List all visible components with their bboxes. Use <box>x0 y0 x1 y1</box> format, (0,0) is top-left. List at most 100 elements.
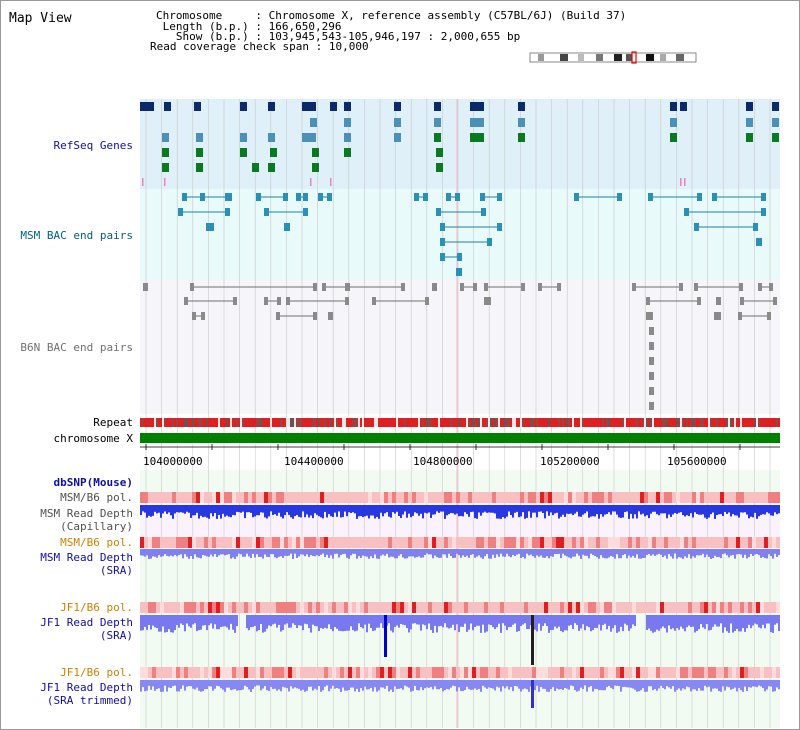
gene-feature <box>394 102 401 111</box>
msm-bac-end <box>697 193 702 201</box>
msm-sra-depth-bar <box>342 549 344 555</box>
jf1-sra-depth-bar <box>514 615 516 624</box>
msm-sra-depth-bar <box>568 549 570 558</box>
jf1-trim-depth-bar <box>580 680 582 688</box>
msm-sra-depth-bar <box>178 549 180 556</box>
jf1-b6-pol-cell <box>164 602 168 613</box>
msm-cap-depth-bar <box>146 505 148 518</box>
msm-sra-depth-bar <box>276 549 278 559</box>
b6n-bac-end <box>767 312 771 320</box>
msm-b6-pol-cell <box>688 492 692 503</box>
msm-cap-depth-bar <box>224 505 226 517</box>
jf1-trim-depth-bar <box>418 680 420 691</box>
jf1-trim-depth-bar <box>310 680 312 687</box>
msm-cap-depth-bar <box>752 505 754 518</box>
msm-b6-pol-cell <box>552 492 556 503</box>
msm-cap-depth-bar <box>754 505 756 513</box>
jf1-sra-depth-bar <box>736 615 738 629</box>
jf1-sra-depth-bar <box>686 615 688 628</box>
jf1-trim-depth-bar <box>716 680 718 689</box>
msm-b6-pol-cell <box>460 492 464 503</box>
msm-sra-depth-bar <box>628 549 630 556</box>
repeat-element <box>438 418 440 427</box>
msm-cap-depth-bar <box>368 505 370 519</box>
msm-sra-depth-bar <box>204 549 206 556</box>
jf1-sra-depth-bar <box>570 615 572 625</box>
msm-sra-depth-bar <box>156 549 158 558</box>
jf1-sra-depth-bar <box>688 615 690 626</box>
jf1-sra-depth-bar <box>666 615 668 633</box>
msm-b6-pol-cell <box>560 537 564 548</box>
track-label-refseq[interactable]: RefSeq Genes <box>53 139 133 152</box>
msm-cap-depth-bar <box>442 505 444 512</box>
jf1-b6-pol-cell <box>456 667 460 678</box>
jf1-sra-depth-bar <box>396 615 398 626</box>
jf1-b6-pol-cell <box>372 602 376 613</box>
jf1-trim-depth-bar <box>702 680 704 691</box>
msm-cap-depth-bar <box>256 505 258 516</box>
msm-sra-depth-bar <box>328 549 330 558</box>
jf1-trim-depth-bar <box>204 680 206 690</box>
repeat-element <box>524 418 526 427</box>
jf1-b6-pol-cell <box>640 602 644 613</box>
jf1-b6-pol-cell <box>512 602 516 613</box>
jf1-sra-depth-bar <box>188 615 190 627</box>
repeat-element <box>586 418 588 427</box>
msm-bac-end <box>303 193 308 201</box>
msm-b6-pol-cell <box>776 537 780 548</box>
msm-sra-depth-bar <box>194 549 196 555</box>
jf1-b6-pol-cell <box>464 667 468 678</box>
msm-bac-end <box>225 193 230 201</box>
gene-feature <box>518 118 525 127</box>
repeat-element <box>232 418 234 427</box>
msm-b6-pol-cell <box>388 537 392 548</box>
msm-sra-depth-bar <box>636 549 638 555</box>
jf1-b6-pol-cell <box>260 602 264 613</box>
jf1-sra-depth-bar <box>406 615 408 629</box>
jf1-trim-depth-bar <box>756 680 758 688</box>
jf1-b6-pol-cell <box>304 667 308 678</box>
repeat-element <box>494 418 496 427</box>
track-label-msm-bac[interactable]: MSM BAC end pairs <box>20 229 133 242</box>
msm-sra-depth-bar <box>248 549 250 557</box>
msm-b6-pol-cell <box>480 492 484 503</box>
jf1-b6-pol-cell <box>776 667 780 678</box>
msm-b6-pol-cell <box>376 492 380 503</box>
repeat-element <box>358 418 360 427</box>
msm-b6-pol-cell <box>156 537 160 548</box>
repeat-element <box>176 418 178 427</box>
msm-sra-depth-bar <box>250 549 252 558</box>
jf1-b6-pol-cell <box>764 667 768 678</box>
msm-b6-pol-cell <box>728 492 732 503</box>
msm-b6-pol-cell <box>716 492 720 503</box>
repeat-element <box>148 418 150 427</box>
jf1-sra-depth-bar <box>402 615 404 625</box>
msm-cap-depth-bar <box>386 505 388 513</box>
jf1-sra-depth-bar <box>526 615 528 630</box>
jf1-sra-depth-bar <box>762 615 764 625</box>
msm-b6-pol-cell <box>468 492 472 503</box>
jf1-trim-depth-bar <box>622 680 624 687</box>
msm-bac-end <box>487 238 492 246</box>
msm-b6-pol-cell <box>272 492 276 503</box>
msm-b6-pol-cell <box>504 492 508 503</box>
msm-cap-depth-bar <box>488 505 490 513</box>
msm-cap-depth-bar <box>404 505 406 512</box>
msm-sra-depth-bar <box>510 549 512 558</box>
track-label-b6n-bac[interactable]: B6N BAC end pairs <box>20 341 133 354</box>
jf1-b6-pol-cell <box>332 602 336 613</box>
jf1-trim-depth-bar <box>494 680 496 691</box>
jf1-trim-depth-bar <box>354 680 356 692</box>
track-label-dbsnp[interactable]: dbSNP(Mouse) <box>53 476 133 489</box>
jf1-sra-depth-bar <box>200 615 202 630</box>
msm-b6-pol-cell <box>688 537 692 548</box>
jf1-trim-depth-bar <box>360 680 362 689</box>
jf1-sra-depth-bar <box>416 615 418 625</box>
jf1-sra-depth-bar <box>266 615 268 629</box>
jf1-sra-depth-bar <box>452 615 454 625</box>
jf1-trim-depth-bar <box>746 680 748 692</box>
jf1-trim-depth-bar <box>766 680 768 690</box>
msm-cap-depth-bar <box>526 505 528 518</box>
jf1-b6-pol-cell <box>408 667 412 678</box>
